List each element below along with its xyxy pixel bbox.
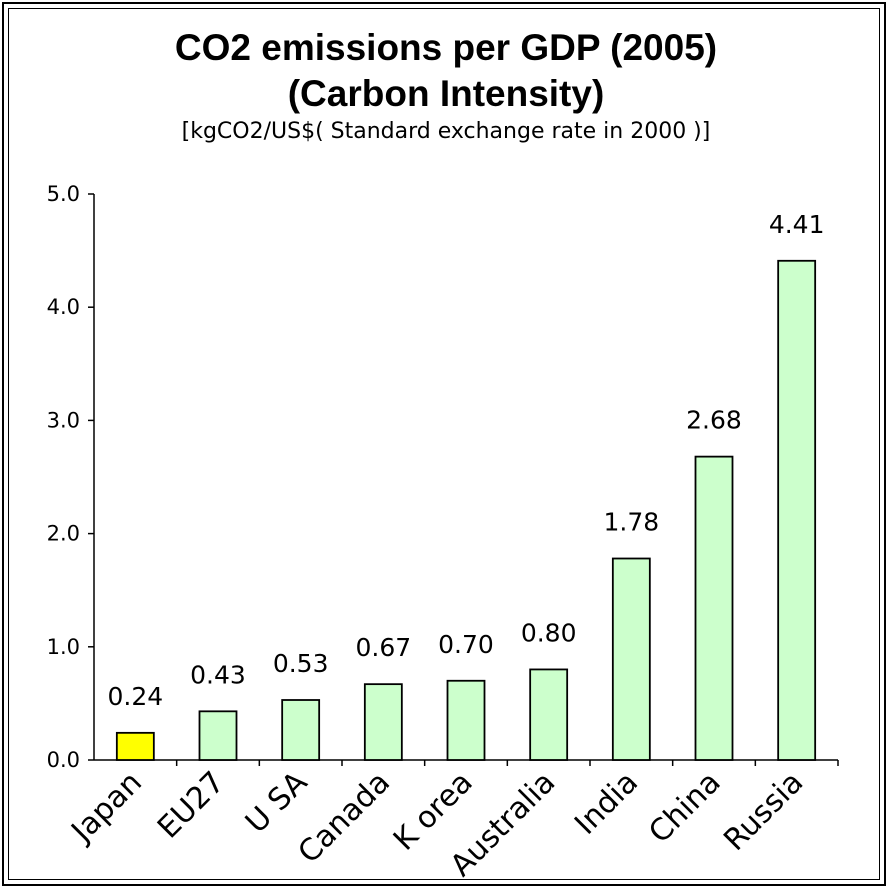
y-tick-label: 0.0 bbox=[47, 748, 80, 772]
category-label: Canada bbox=[292, 765, 397, 870]
y-tick-label: 3.0 bbox=[47, 408, 80, 432]
bar bbox=[611, 557, 651, 761]
bar-value-label: 1.78 bbox=[603, 508, 659, 537]
bar bbox=[529, 668, 569, 761]
bar-value-label: 2.68 bbox=[686, 406, 742, 435]
bar bbox=[694, 455, 734, 761]
chart-subtitle: (Carbon Intensity) bbox=[287, 73, 605, 114]
chart-frame-inner bbox=[8, 8, 880, 880]
category-label: India bbox=[568, 765, 645, 842]
category-label: Japan bbox=[64, 765, 149, 850]
bar-value-label: 0.80 bbox=[521, 618, 577, 647]
bar bbox=[446, 679, 486, 761]
category-label: Russia bbox=[717, 765, 810, 858]
bar bbox=[281, 699, 321, 761]
y-tick-label: 4.0 bbox=[47, 295, 80, 319]
chart-title: CO2 emissions per GDP (2005) bbox=[174, 27, 718, 68]
bar-value-label: 4.41 bbox=[769, 210, 825, 239]
category-label: U SA bbox=[239, 765, 315, 841]
bar bbox=[363, 683, 403, 761]
y-tick-label: 1.0 bbox=[47, 635, 80, 659]
category-label: China bbox=[642, 765, 727, 850]
bar-value-label: 0.43 bbox=[190, 660, 246, 689]
bar bbox=[115, 731, 155, 761]
y-tick-label: 2.0 bbox=[47, 522, 80, 546]
chart-unit-label: [kgCO2/US$( Standard exchange rate in 20… bbox=[181, 119, 711, 144]
y-tick-label: 5.0 bbox=[47, 182, 80, 206]
bar bbox=[777, 259, 817, 761]
category-label: EU27 bbox=[151, 765, 232, 846]
bar bbox=[198, 710, 238, 761]
bar-value-label: 0.53 bbox=[273, 649, 329, 678]
bar-value-label: 0.67 bbox=[355, 633, 411, 662]
bar-value-label: 0.24 bbox=[107, 682, 163, 711]
bar-value-label: 0.70 bbox=[438, 630, 494, 659]
